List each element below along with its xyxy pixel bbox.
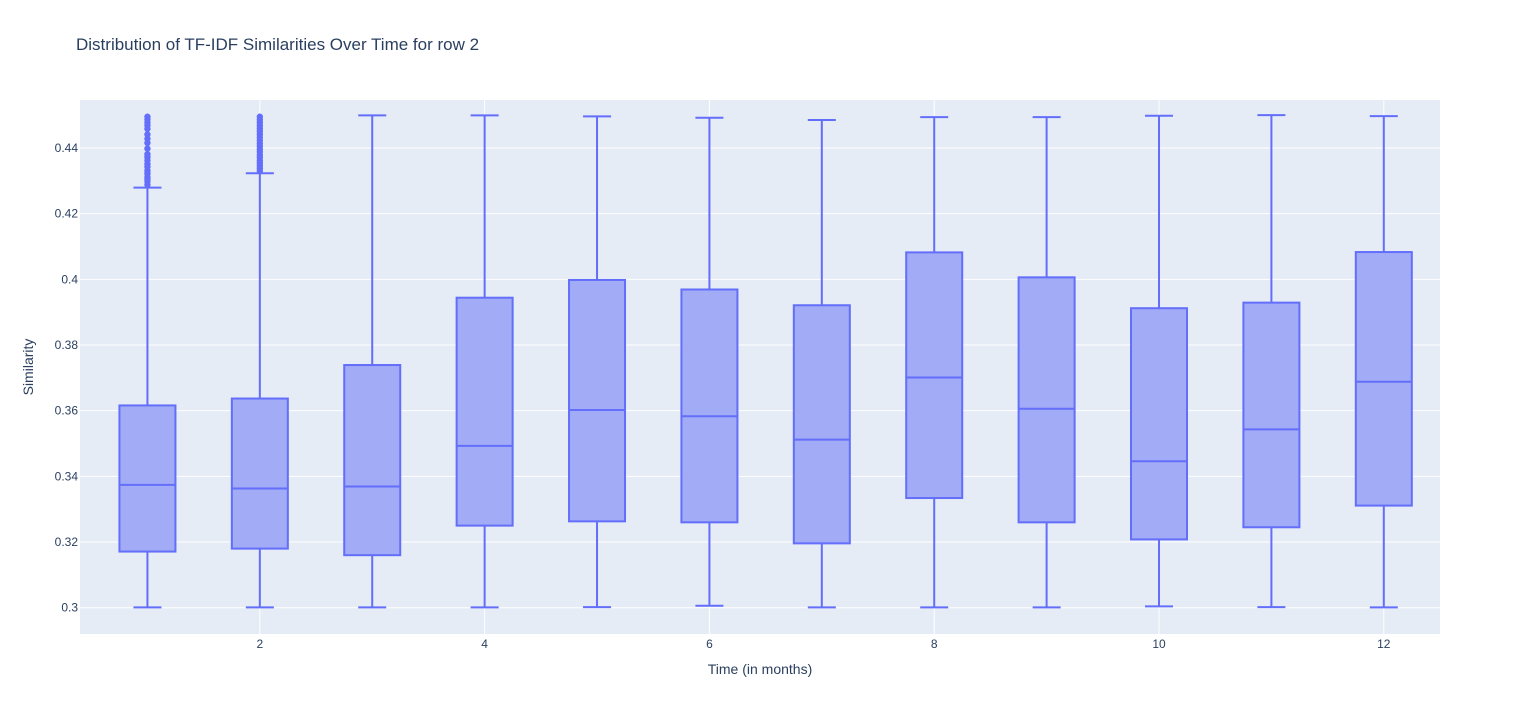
x-axis-title: Time (in months) — [708, 661, 813, 677]
y-axis-title: Similarity — [20, 339, 36, 396]
box-month-7 — [792, 119, 851, 609]
iqr-box — [1354, 251, 1413, 507]
box-series[interactable] — [118, 113, 1413, 609]
iqr-box — [1130, 307, 1189, 541]
iqr-box — [455, 296, 514, 527]
iqr-box — [792, 304, 851, 545]
y-tick-label: 0.42 — [55, 207, 79, 221]
plot-area — [80, 100, 1440, 634]
box-month-6 — [680, 116, 739, 607]
box-month-4 — [455, 114, 514, 609]
outlier-point — [144, 145, 151, 152]
y-axis-ticks: 0.3 0.32 0.34 0.36 0.38 0.4 0.42 0.44 — [55, 141, 79, 615]
iqr-box — [568, 278, 627, 523]
box-month-2 — [230, 113, 289, 609]
y-tick-label: 0.32 — [55, 535, 79, 549]
iqr-box — [1017, 276, 1076, 524]
box-month-10 — [1130, 114, 1189, 608]
outlier-point — [144, 131, 151, 138]
y-tick-label: 0.34 — [55, 469, 79, 483]
box-month-1 — [118, 113, 177, 609]
iqr-box — [1242, 301, 1301, 529]
iqr-box — [230, 397, 289, 550]
outlier-point — [256, 113, 264, 120]
box-month-9 — [1017, 116, 1076, 609]
box-month-5 — [568, 115, 627, 609]
y-tick-label: 0.36 — [55, 404, 79, 418]
x-tick-label: 8 — [931, 637, 938, 651]
chart-title: Distribution of TF-IDF Similarities Over… — [76, 35, 479, 54]
box-month-12 — [1354, 115, 1413, 609]
y-tick-label: 0.3 — [61, 601, 78, 615]
box-month-11 — [1242, 114, 1301, 609]
box-month-8 — [905, 116, 964, 609]
x-tick-label: 10 — [1152, 637, 1166, 651]
y-tick-label: 0.4 — [61, 272, 78, 286]
y-tick-label: 0.44 — [55, 141, 79, 155]
iqr-box — [118, 404, 177, 553]
outlier-point — [144, 113, 151, 120]
x-axis-ticks: 2 4 6 8 10 12 — [256, 637, 1390, 651]
x-tick-label: 6 — [706, 637, 713, 651]
iqr-box — [680, 288, 739, 524]
iqr-box — [905, 251, 964, 500]
x-tick-label: 4 — [481, 637, 488, 651]
x-tick-label: 12 — [1377, 637, 1391, 651]
x-tick-label: 2 — [256, 637, 263, 651]
outlier-point — [144, 150, 151, 158]
y-tick-label: 0.38 — [55, 338, 79, 352]
box-month-3 — [343, 114, 402, 609]
iqr-box — [343, 364, 402, 557]
